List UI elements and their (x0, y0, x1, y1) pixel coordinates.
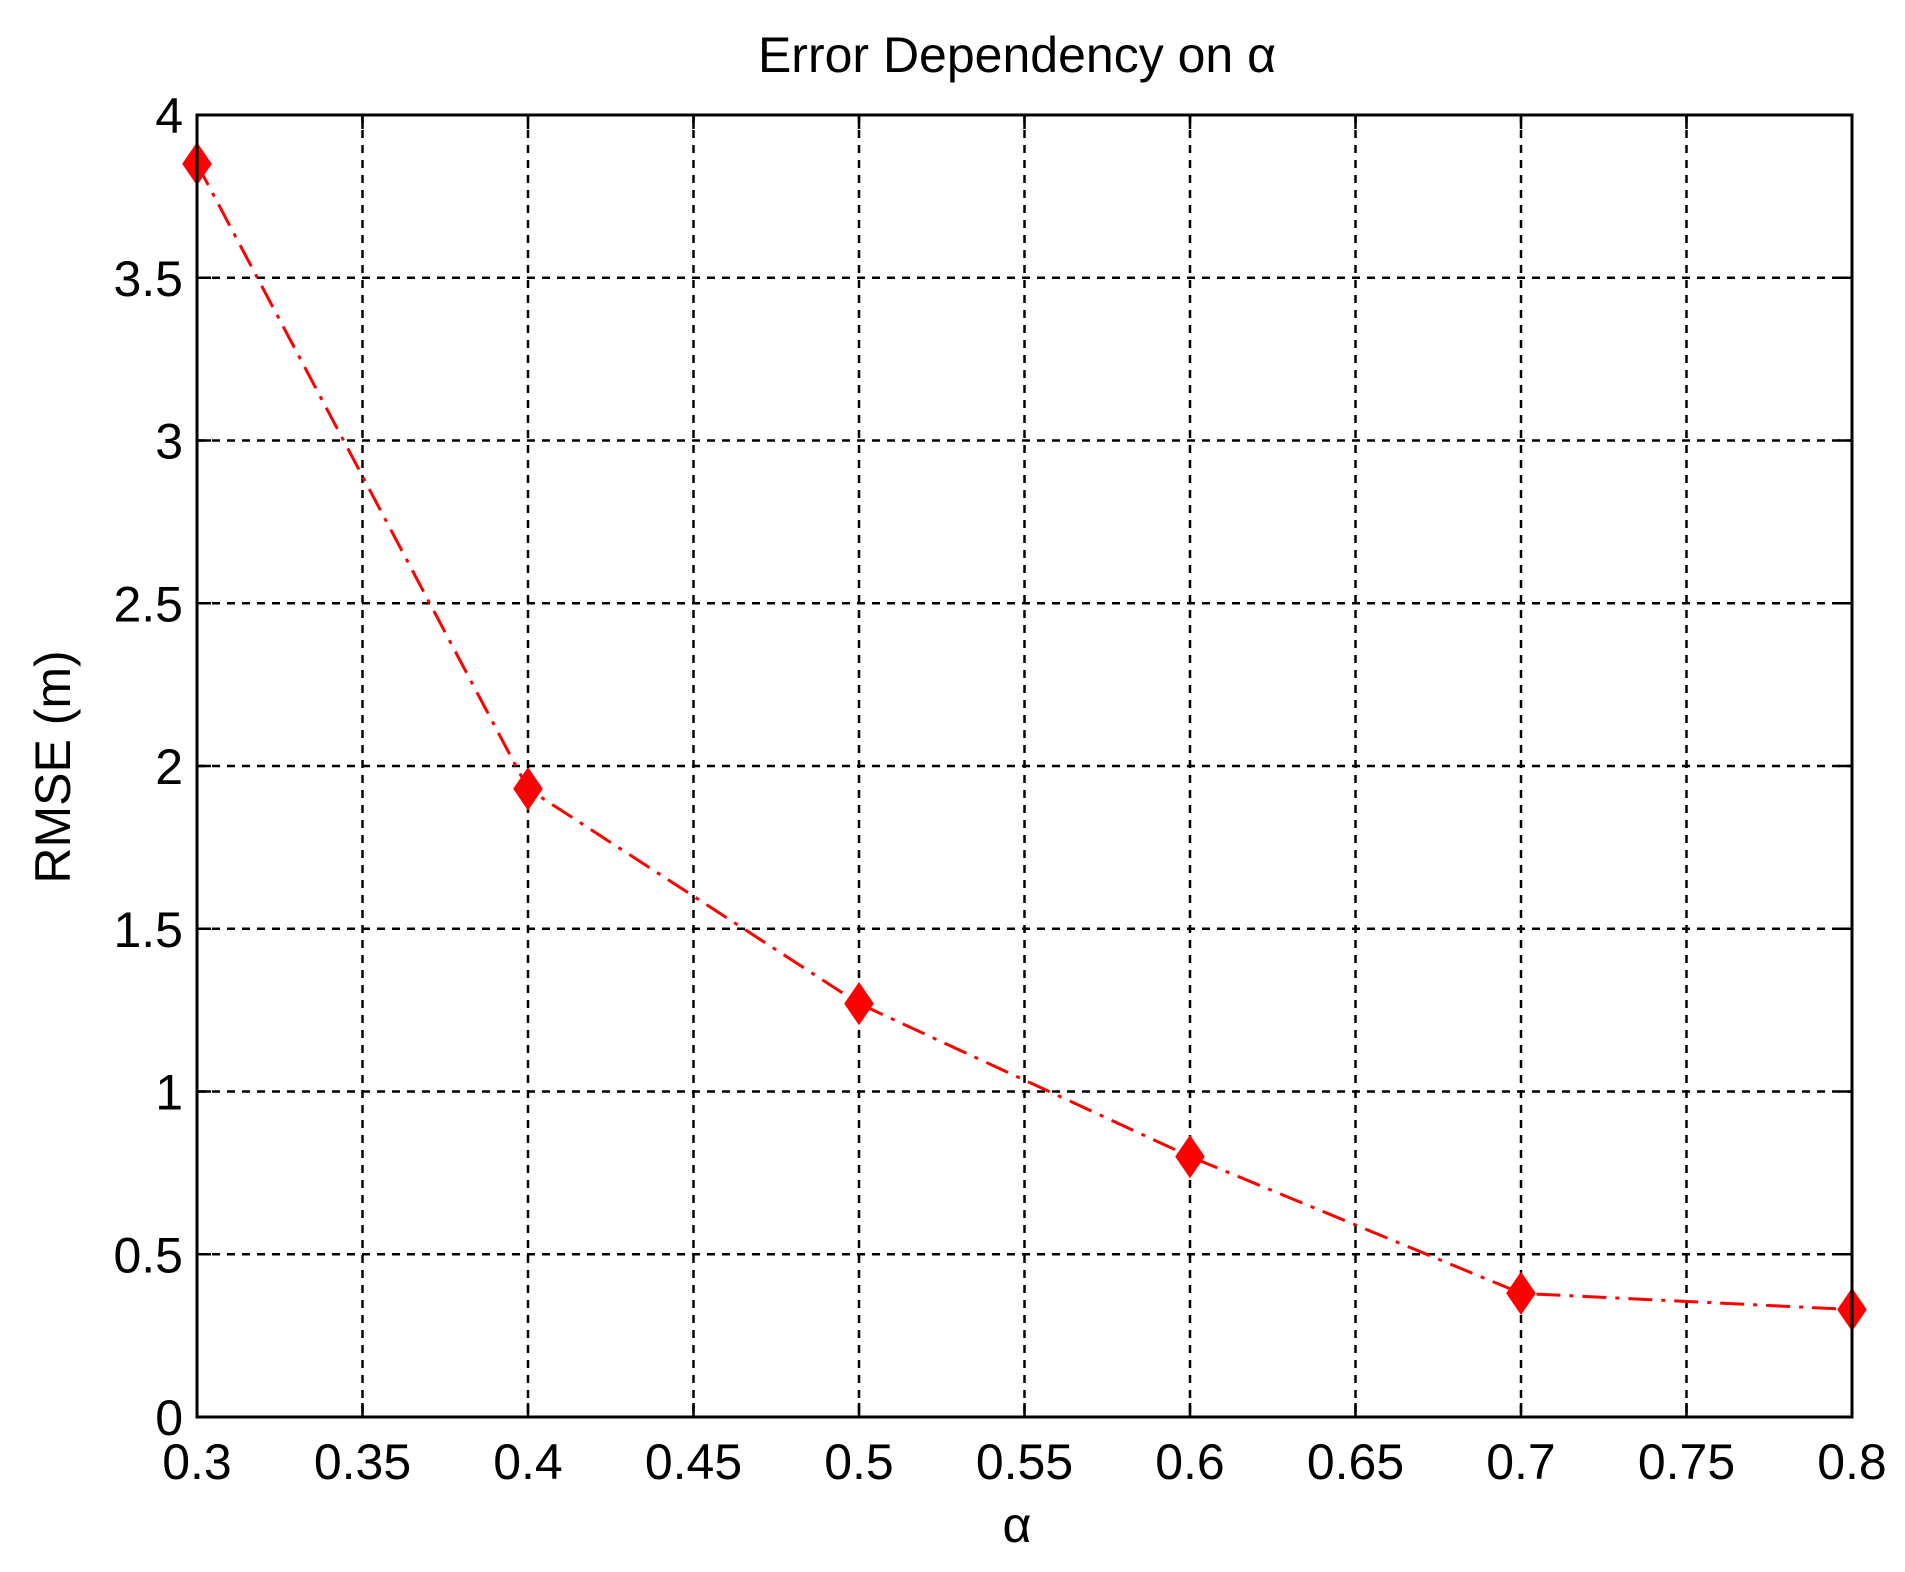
x-tick-labels: 0.3 0.35 0.4 0.45 0.5 0.55 0.6 0.65 0.7 0.75 0.8 (162, 1434, 1887, 1490)
y-tick-label: 1 (155, 1065, 183, 1121)
x-tick-label: 0.55 (976, 1434, 1073, 1490)
x-tick-label: 0.4 (493, 1434, 563, 1490)
data-point (513, 767, 543, 811)
x-tick-label: 0.3 (162, 1434, 232, 1490)
y-tick-label: 0 (155, 1390, 183, 1446)
data-point (1506, 1271, 1536, 1315)
x-tick-label: 0.6 (1155, 1434, 1225, 1490)
x-tick-label: 0.35 (314, 1434, 411, 1490)
y-tick-label: 1.5 (113, 902, 183, 958)
y-tick-label: 2.5 (113, 576, 183, 632)
x-tick-label: 0.5 (824, 1434, 894, 1490)
y-axis-label: RMSE (m) (25, 650, 81, 883)
x-tick-label: 0.7 (1486, 1434, 1556, 1490)
x-tick-label: 0.75 (1638, 1434, 1735, 1490)
plot-frame (195, 113, 1854, 1419)
y-tick-label: 3.5 (113, 251, 183, 307)
x-tick-label: 0.65 (1307, 1434, 1404, 1490)
x-tick-label: 0.8 (1817, 1434, 1887, 1490)
y-tick-label: 0.5 (113, 1227, 183, 1283)
grid (195, 113, 1854, 1419)
data-point (844, 981, 874, 1026)
x-tick-label: 0.45 (645, 1434, 742, 1490)
y-tick-label: 2 (155, 739, 183, 795)
chart-title: Error Dependency on α (758, 27, 1276, 83)
y-tick-labels: 0 0.5 1 1.5 2 2.5 3 3.5 4 (113, 88, 183, 1446)
data-point (1175, 1134, 1205, 1179)
y-tick-label: 4 (155, 88, 183, 144)
series-layer (182, 142, 1867, 1332)
y-tick-label: 3 (155, 414, 183, 470)
x-axis-label: α (1003, 1497, 1032, 1553)
